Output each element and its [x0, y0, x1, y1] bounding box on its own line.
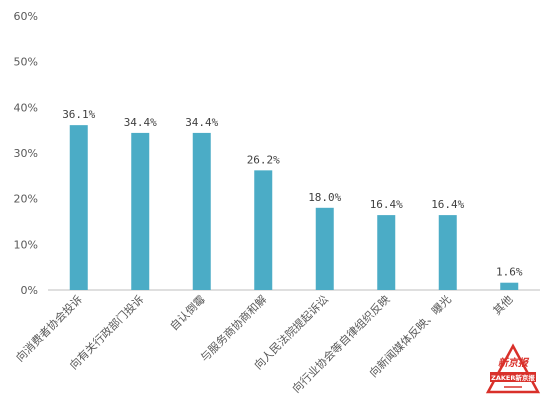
y-tick-label: 30%	[14, 147, 38, 160]
svg-text:ZAKER新京报: ZAKER新京报	[491, 373, 535, 382]
bar	[438, 215, 457, 290]
category-label: 与服务商协商和解	[197, 292, 269, 364]
bar	[500, 282, 519, 290]
bar	[192, 132, 211, 290]
y-tick-label: 60%	[14, 10, 38, 23]
y-tick-label: 0%	[21, 284, 38, 297]
data-label: 1.6%	[496, 266, 523, 279]
data-label: 16.4%	[431, 198, 464, 211]
data-label: 18.0%	[308, 191, 341, 204]
data-label: 34.4%	[124, 116, 157, 129]
data-label: 26.2%	[247, 153, 280, 166]
newspaper-logo-watermark: 新京报 ZAKER新京报	[485, 343, 541, 394]
y-tick-label: 40%	[14, 101, 38, 114]
y-tick-label: 10%	[14, 238, 38, 251]
category-label: 自认倒霉	[168, 293, 208, 333]
category-label: 向行业协会等自律组织反映	[289, 292, 392, 395]
bar	[254, 170, 273, 290]
y-tick-label: 20%	[14, 193, 38, 206]
bar	[69, 125, 88, 290]
category-label: 向消费者协会投诉	[13, 292, 85, 364]
data-label: 34.4%	[185, 116, 218, 129]
bar	[377, 215, 396, 290]
bar	[131, 132, 150, 290]
bar	[315, 207, 334, 290]
data-label: 36.1%	[62, 108, 95, 121]
category-label: 其他	[491, 293, 516, 318]
y-tick-label: 50%	[14, 56, 38, 69]
svg-text:新京报: 新京报	[498, 357, 530, 369]
data-label: 16.4%	[370, 198, 403, 211]
